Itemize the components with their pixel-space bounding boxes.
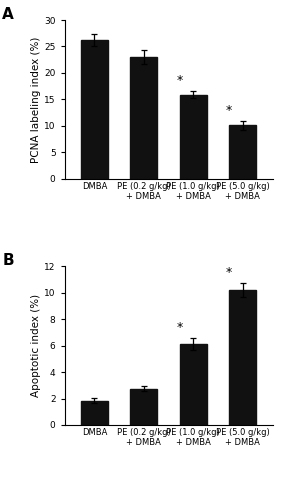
Y-axis label: Apoptotic index (%): Apoptotic index (%) [31,294,41,397]
Text: *: * [226,104,232,117]
Bar [180,344,207,425]
Text: B: B [2,254,14,268]
Y-axis label: PCNA labeling index (%): PCNA labeling index (%) [31,36,41,162]
Text: A: A [2,8,14,22]
Text: *: * [226,266,232,280]
Bar [81,400,108,425]
Bar [130,388,157,425]
Bar [229,126,257,179]
Bar [130,57,157,179]
Text: *: * [176,320,183,334]
Text: *: * [176,74,183,87]
Bar [180,94,207,179]
Bar [81,40,108,179]
Bar [229,290,257,425]
